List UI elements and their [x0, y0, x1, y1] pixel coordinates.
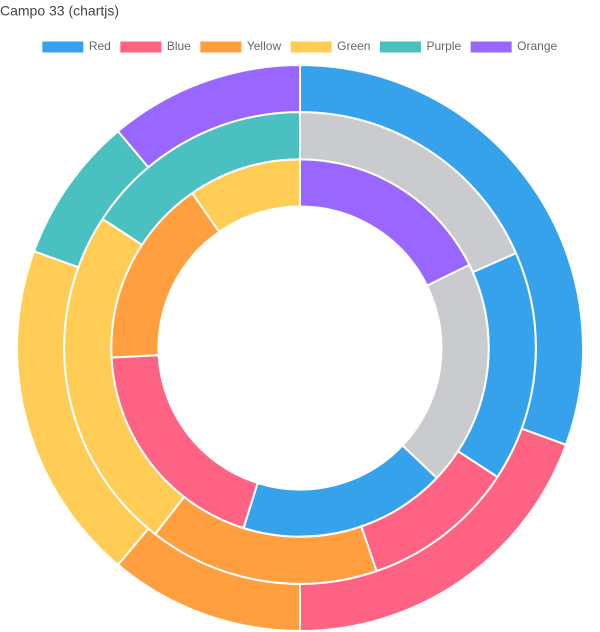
legend-swatch	[379, 41, 421, 53]
legend: Red Blue Yellow Green Purple Orange	[42, 39, 558, 53]
rings	[16, 64, 584, 632]
legend-swatch	[290, 41, 332, 53]
legend-label: Orange	[517, 39, 557, 53]
legend-item: Red	[42, 39, 111, 53]
legend-item: Purple	[379, 39, 461, 53]
legend-item: Yellow	[200, 39, 282, 53]
legend-swatch	[470, 41, 512, 53]
legend-swatch	[42, 41, 84, 53]
ring-segment	[191, 158, 301, 233]
legend-swatch	[200, 41, 242, 53]
legend-label: Yellow	[247, 39, 282, 53]
legend-swatch	[120, 41, 162, 53]
legend-label: Blue	[167, 39, 191, 53]
legend-item: Blue	[120, 39, 191, 53]
legend-label: Red	[89, 39, 111, 53]
legend-label: Purple	[426, 39, 461, 53]
legend-label: Green	[337, 39, 370, 53]
legend-item: Green	[290, 39, 370, 53]
legend-item: Orange	[470, 39, 558, 53]
chart-title: Campo 33 (chartjs)	[0, 3, 119, 19]
